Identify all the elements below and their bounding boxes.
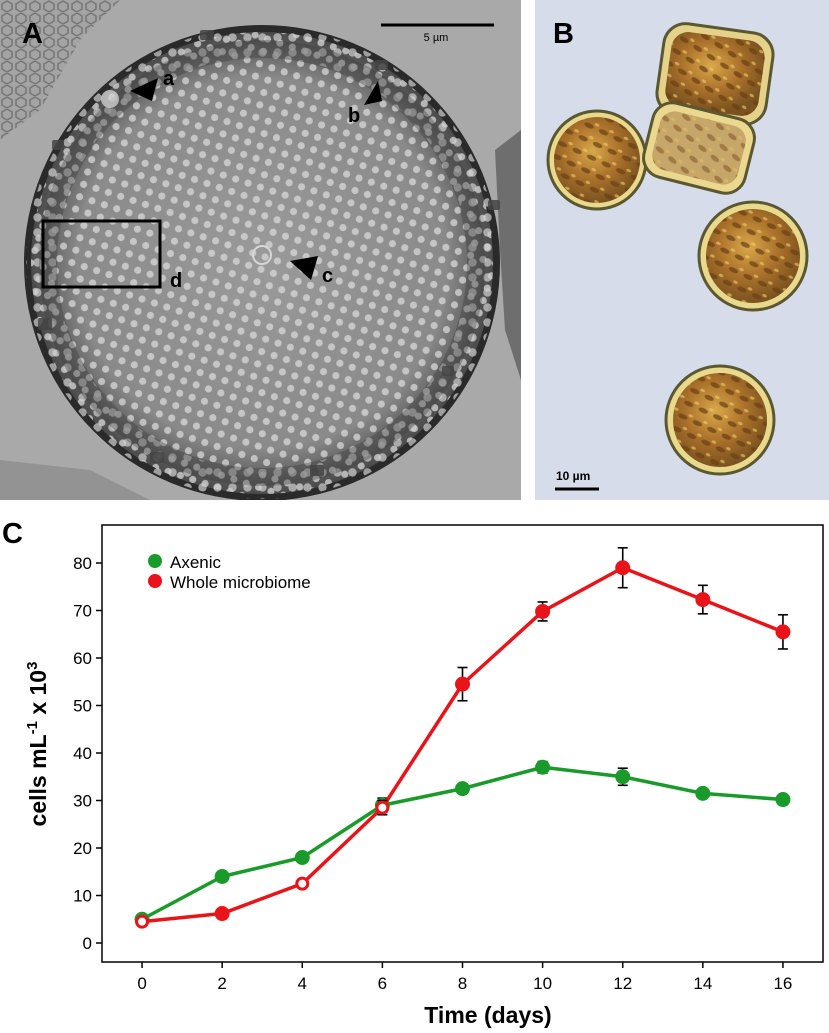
annotation-d: d	[170, 270, 182, 292]
x-tick-label: 2	[217, 974, 226, 993]
arrowhead-b-icon	[364, 81, 382, 105]
panel-c-label: C	[2, 518, 23, 550]
y-axis-label-main: cells mL	[25, 734, 51, 826]
x-axis: 0 2 4 6 8 10 12 14 16	[137, 962, 792, 993]
growth-chart-svg: C 0 10 20 30 40 50 60 70 80 0 2 4 6 8 10 12 14 16 Time (…	[2, 518, 824, 1028]
data-point-whole_microbiome	[535, 603, 551, 619]
diatom-cells	[546, 22, 809, 476]
panel-a-label: A	[22, 18, 43, 50]
data-point-axenic	[294, 850, 310, 865]
y-tick-label: 70	[73, 602, 92, 621]
data-point-whole_microbiome	[214, 906, 230, 922]
series-axenic	[134, 759, 791, 927]
y-tick-label: 30	[73, 792, 92, 811]
y-tick-label: 20	[73, 839, 92, 858]
data-point-whole_microbiome	[695, 592, 711, 608]
y-tick-label: 60	[73, 649, 92, 668]
x-tick-label: 16	[773, 974, 792, 993]
data-point-axenic	[455, 781, 470, 797]
panel-a-tem-micrograph: 5 µm A a b c d	[0, 0, 521, 500]
annotation-c: c	[322, 265, 333, 287]
scale-bar-a-label: 5 µm	[424, 32, 449, 44]
legend-axenic-label: Axenic	[170, 553, 222, 572]
series-layer	[134, 546, 791, 929]
arrowhead-a-icon	[130, 78, 158, 101]
x-tick-label: 12	[613, 974, 632, 993]
data-point-axenic	[214, 869, 230, 884]
panel-c-growth-chart: C 0 10 20 30 40 50 60 70 80 0 2 4 6 8 10 12 14 16 Time (…	[0, 508, 829, 1033]
panel-b-light-micrograph: B 10 µm	[535, 0, 829, 500]
y-tick-label: 40	[73, 744, 92, 763]
region-d-box	[41, 219, 162, 289]
legend-whole-microbiome-marker-icon	[148, 574, 162, 588]
central-annulus	[252, 245, 272, 265]
x-axis-label: Time (days)	[424, 1002, 551, 1028]
marginal-processes	[38, 30, 500, 476]
tem-image: 5 µm A a b c d	[0, 0, 521, 500]
x-tick-label: 6	[378, 974, 387, 993]
x-tick-label: 10	[533, 974, 552, 993]
y-tick-label: 10	[73, 887, 92, 906]
data-point-axenic	[695, 785, 711, 801]
x-tick-label: 0	[137, 974, 146, 993]
x-tick-label: 8	[458, 974, 467, 993]
legend-axenic-marker-icon	[148, 554, 162, 568]
legend: Axenic Whole microbiome	[148, 553, 311, 592]
x-tick-label: 4	[298, 974, 307, 993]
y-axis: 0 10 20 30 40 50 60 70 80	[73, 554, 102, 953]
y-axis-label: cells mL-1 x 103	[24, 662, 51, 827]
y-axis-label-mid: x 10	[25, 670, 51, 721]
series-whole_microbiome	[135, 546, 791, 929]
y-tick-label: 80	[73, 554, 92, 573]
annotation-a: a	[163, 68, 175, 90]
series-line-whole_microbiome	[141, 566, 784, 924]
data-point-whole_microbiome	[775, 624, 791, 640]
data-point-whole_microbiome	[135, 914, 150, 929]
data-point-whole_microbiome	[375, 800, 390, 815]
arrowhead-c-icon	[290, 256, 318, 280]
lm-image: B 10 µm	[535, 0, 829, 500]
y-axis-label-sup1: -1	[24, 721, 41, 734]
y-axis-label-sup2: 3	[24, 662, 41, 670]
data-point-axenic	[775, 792, 791, 808]
annotation-b: b	[348, 105, 360, 127]
panel-b-label: B	[553, 18, 574, 50]
data-point-axenic	[615, 769, 631, 785]
debris-fragment	[0, 0, 120, 140]
y-tick-label: 50	[73, 697, 92, 716]
scale-bar-b-label: 10 µm	[556, 469, 590, 483]
legend-whole-microbiome-label: Whole microbiome	[170, 573, 311, 592]
data-point-axenic	[535, 759, 551, 775]
data-point-whole_microbiome	[295, 876, 310, 891]
x-tick-label: 14	[693, 974, 712, 993]
y-tick-label: 0	[83, 934, 92, 953]
data-point-whole_microbiome	[455, 676, 470, 692]
data-point-whole_microbiome	[615, 560, 631, 576]
